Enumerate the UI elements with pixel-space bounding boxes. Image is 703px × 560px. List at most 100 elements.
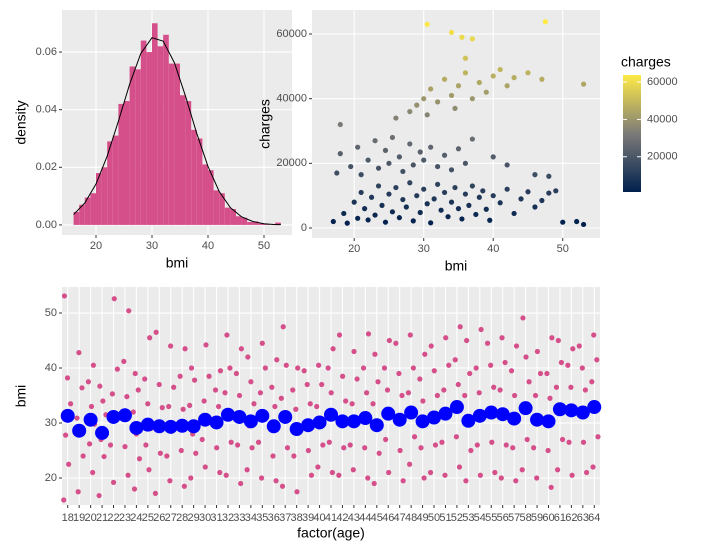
histogram-bar [135,69,141,225]
strip-point [320,442,326,448]
strip-point [383,436,389,443]
strip-point [244,467,250,473]
strip-point [295,365,301,371]
scatter-point [421,157,427,163]
scatter-point [560,219,566,225]
panel-background [312,10,600,238]
strip-point [110,479,117,485]
strip-point [559,436,566,443]
scatter-point [455,83,462,89]
strip-point [188,475,194,481]
strip-point [159,405,165,411]
x-tick-label: 52 [451,512,463,524]
x-tick-label: 28 [176,512,188,524]
strip-point [350,467,356,473]
strip-point [329,469,335,476]
histogram-bar [258,223,264,225]
strip-point [431,368,437,374]
strip-point [238,480,244,487]
scatter-point [435,99,441,105]
strip-point [523,354,529,360]
strip-point [284,445,291,451]
y-tick-label: 20000 [276,157,307,169]
mean-point [243,414,258,429]
mean-point [449,400,464,415]
strip-point [135,387,141,393]
strip-point [214,445,220,451]
scatter-point [389,134,396,141]
y-tick-label: 50 [45,307,57,319]
histogram-bar [196,138,203,225]
scatter-point [396,154,402,160]
strip-point [453,434,460,440]
strip-point [111,296,117,302]
scatter-point [355,215,361,221]
strip-point [427,469,434,476]
scatter-point [525,189,531,195]
strip-point [76,350,82,356]
strip-point [549,335,555,341]
strip-point [439,439,445,445]
strip-point [532,392,539,399]
strip-point [121,358,127,365]
scatter-point [539,197,545,204]
scatter-point [480,188,486,194]
strip-point [255,439,262,445]
scatter-point [490,193,496,199]
strip-point [314,403,320,410]
strip-point [280,324,286,330]
scatter-point [438,207,444,213]
strip-point [548,484,554,490]
strip-point [142,376,148,382]
mean-point [472,408,487,423]
strip-point [269,384,275,390]
scatter-point [490,73,496,79]
x-tick-label: 21 [96,512,108,524]
strip-point [171,384,177,390]
x-tick-label: 44 [359,512,371,524]
strip-point [534,475,540,481]
mean-point [209,415,224,430]
histogram-bar [73,211,80,225]
strip-point [217,469,223,476]
strip-point [328,390,334,396]
strip-point [307,401,313,407]
strip-point [591,332,597,338]
y-tick-label: 0.06 [36,46,57,58]
strip-point [203,342,209,348]
x-tick-label: 41 [325,512,337,524]
strip-point [290,387,296,393]
x-tick-label: 63 [577,512,589,524]
strip-point [235,442,241,448]
x-tick-label: 30 [146,240,158,252]
histogram-bar [168,63,175,225]
scatter-point [462,70,469,76]
x-tick-label: 43 [348,512,360,524]
strip-point [273,478,279,484]
strip-point [152,490,159,496]
strip-point [537,370,544,377]
strip-point [594,357,600,363]
strip-point [399,392,405,399]
x-tick-label: 39 [302,512,314,524]
scatter-point [337,151,343,157]
strip-point [188,365,195,371]
x-tick-label: 57 [508,512,520,524]
x-tick-label: 58 [519,512,531,524]
x-tick-label: 42 [336,512,348,524]
y-axis-title: bmi [13,385,29,408]
x-tick-label: 40 [313,512,325,524]
mean-point [575,405,590,420]
strip-point [63,432,69,438]
mean-point [324,407,338,422]
scatter-point [428,144,434,150]
y-tick-label: 0.00 [36,219,57,231]
strip-point [308,472,315,478]
strip-point [262,365,268,371]
mean-point [427,410,442,425]
strip-point [85,379,92,385]
x-tick-label: 61 [554,512,566,524]
x-tick-label: 34 [245,512,257,524]
scatter-point [362,205,368,212]
y-tick-label: 20 [45,472,57,484]
